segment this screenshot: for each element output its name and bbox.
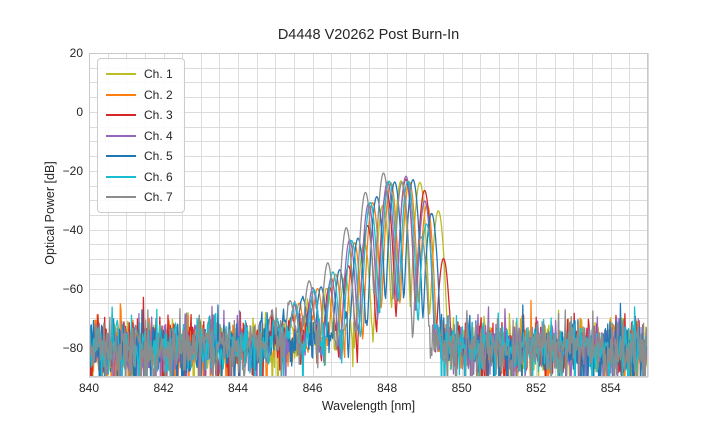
x-tick-label: 842 (153, 381, 174, 395)
legend-item-ch-4: Ch. 4 (98, 126, 184, 147)
y-tick-label: −20 (62, 163, 83, 178)
y-tick-label: −60 (62, 281, 83, 296)
y-tick-label: 20 (69, 46, 83, 60)
x-tick-label: 846 (302, 381, 323, 395)
legend: Ch. 1 Ch. 2 Ch. 3 Ch. 4 Ch. 5 Ch. 6 Ch. 7 (97, 58, 185, 213)
x-tick-label: 852 (526, 381, 547, 395)
legend-item-ch-2: Ch. 2 (98, 85, 184, 106)
y-tick-label: 0 (76, 104, 83, 119)
legend-item-ch-3: Ch. 3 (98, 105, 184, 126)
legend-line-swatch (106, 73, 136, 76)
x-tick-label: 850 (451, 381, 472, 395)
x-tick-label: 840 (78, 381, 100, 395)
legend-item-ch-7: Ch. 7 (98, 187, 184, 208)
y-tick-label: −40 (62, 222, 83, 237)
chart-title: D4448 V20262 Post Burn-In (277, 27, 460, 43)
x-tick-label: 848 (377, 381, 398, 395)
legend-item-ch-1: Ch. 1 (98, 64, 184, 85)
legend-line-swatch (106, 155, 136, 158)
legend-label: Ch. 4 (144, 128, 173, 143)
y-tick-label: −80 (62, 340, 83, 355)
legend-label: Ch. 6 (144, 169, 173, 184)
legend-line-swatch (106, 134, 136, 137)
legend-label: Ch. 5 (144, 149, 173, 164)
legend-label: Ch. 7 (144, 190, 173, 205)
legend-item-ch-5: Ch. 5 (98, 146, 184, 167)
x-tick-label: 844 (228, 381, 249, 395)
legend-line-swatch (106, 114, 136, 117)
legend-line-swatch (106, 93, 136, 96)
legend-label: Ch. 1 (144, 67, 173, 82)
x-axis-label: Wavelength [nm] (321, 399, 416, 413)
legend-item-ch-6: Ch. 6 (98, 167, 184, 188)
legend-label: Ch. 3 (144, 108, 173, 123)
legend-line-swatch (106, 175, 136, 178)
x-tick-label: 854 (600, 381, 621, 395)
legend-line-swatch (106, 196, 136, 199)
legend-label: Ch. 2 (144, 87, 173, 102)
